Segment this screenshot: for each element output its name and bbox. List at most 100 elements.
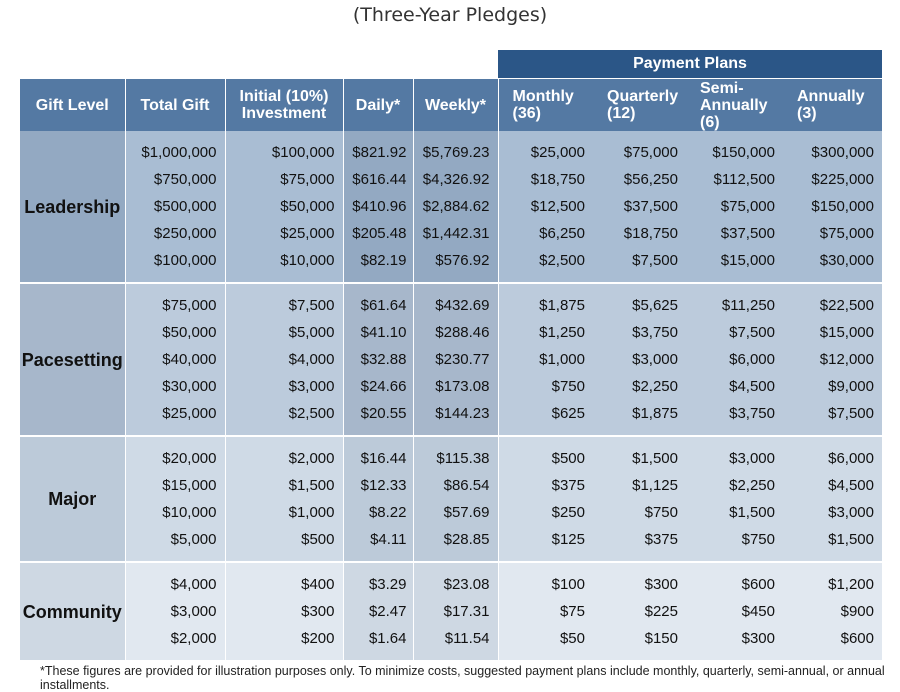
gift-level-label: Community xyxy=(20,563,126,660)
cell-daily: $82.19 xyxy=(343,247,414,274)
cell-initial-investment: $5,000 xyxy=(225,319,344,346)
cell-quarterly: $750 xyxy=(593,499,686,526)
cell-weekly: $1,442.31 xyxy=(413,220,499,247)
cell-annually: $4,500 xyxy=(783,472,882,499)
group-separator xyxy=(20,561,883,563)
cell-quarterly: $3,000 xyxy=(593,346,686,373)
cell-semi-annually: $2,250 xyxy=(686,472,783,499)
cell-semi-annually: $6,000 xyxy=(686,346,783,373)
pledge-table-body: Leadership $1,000,000 $100,000 $821.92 $5,76… xyxy=(20,131,883,660)
cell-daily: $2.47 xyxy=(343,598,414,625)
cell-total-gift: $40,000 xyxy=(125,346,226,373)
cell-weekly: $11.54 xyxy=(413,625,499,652)
col-header-initial-investment: Initial (10%) Investment xyxy=(225,79,344,131)
table-row: $250,000 $25,000 $205.48 $1,442.31 $6,250 $18… xyxy=(20,220,882,247)
cell-initial-investment: $75,000 xyxy=(225,166,344,193)
cell-annually: $30,000 xyxy=(783,247,882,274)
cell-weekly: $4,326.92 xyxy=(413,166,499,193)
cell-quarterly: $2,250 xyxy=(593,373,686,400)
cell-annually: $9,000 xyxy=(783,373,882,400)
col-header-semi-annually: Semi-Annually (6) xyxy=(686,79,783,131)
cell-monthly: $6,250 xyxy=(498,220,593,247)
cell-monthly: $25,000 xyxy=(498,139,593,166)
col-header-daily: Daily* xyxy=(343,79,414,131)
group-spacer xyxy=(20,427,882,435)
table-row: $20,000 $2,000 $16.44 $115.38 $500 $1,500 $3,0… xyxy=(20,445,882,472)
table-row: $15,000 $1,500 $12.33 $86.54 $375 $1,125 $2,25… xyxy=(20,472,882,499)
cell-semi-annually: $150,000 xyxy=(686,139,783,166)
cell-total-gift: $3,000 xyxy=(125,598,226,625)
cell-daily: $12.33 xyxy=(343,472,414,499)
table-row: $3,000 $300 $2.47 $17.31 $75 $225 $450 $900 xyxy=(20,598,882,625)
cell-monthly: $1,875 xyxy=(498,292,593,319)
cell-quarterly: $37,500 xyxy=(593,193,686,220)
table-row: $75,000 $7,500 $61.64 $432.69 $1,875 $5,625 $1… xyxy=(20,292,882,319)
table-row: $5,000 $500 $4.11 $28.85 $125 $375 $750 $1,500 xyxy=(20,526,882,553)
cell-initial-investment: $1,500 xyxy=(225,472,344,499)
cell-quarterly: $1,500 xyxy=(593,445,686,472)
cell-semi-annually: $600 xyxy=(686,571,783,598)
cell-initial-investment: $1,000 xyxy=(225,499,344,526)
cell-quarterly: $18,750 xyxy=(593,220,686,247)
cell-total-gift: $75,000 xyxy=(125,292,226,319)
group-spacer: Leadership xyxy=(20,131,882,282)
cell-initial-investment: $25,000 xyxy=(225,220,344,247)
cell-initial-investment: $100,000 xyxy=(225,139,344,166)
cell-annually: $900 xyxy=(783,598,882,625)
table-row: $25,000 $2,500 $20.55 $144.23 $625 $1,875 $3,7… xyxy=(20,400,882,427)
cell-initial-investment: $2,500 xyxy=(225,400,344,427)
cell-quarterly: $150 xyxy=(593,625,686,652)
table-row: $750,000 $75,000 $616.44 $4,326.92 $18,750 $5… xyxy=(20,166,882,193)
cell-monthly: $12,500 xyxy=(498,193,593,220)
header-row: Gift Level Total Gift Initial (10%) Inves… xyxy=(20,79,882,131)
cell-weekly: $432.69 xyxy=(413,292,499,319)
cell-initial-investment: $3,000 xyxy=(225,373,344,400)
cell-initial-investment: $4,000 xyxy=(225,346,344,373)
cell-annually: $1,200 xyxy=(783,571,882,598)
cell-semi-annually: $750 xyxy=(686,526,783,553)
cell-semi-annually: $4,500 xyxy=(686,373,783,400)
cell-quarterly: $225 xyxy=(593,598,686,625)
cell-monthly: $750 xyxy=(498,373,593,400)
cell-initial-investment: $400 xyxy=(225,571,344,598)
cell-initial-investment: $300 xyxy=(225,598,344,625)
cell-daily: $41.10 xyxy=(343,319,414,346)
cell-daily: $1.64 xyxy=(343,625,414,652)
cell-monthly: $250 xyxy=(498,499,593,526)
cell-semi-annually: $112,500 xyxy=(686,166,783,193)
group-spacer: Community xyxy=(20,563,882,660)
group-separator xyxy=(20,435,883,437)
cell-quarterly: $3,750 xyxy=(593,319,686,346)
cell-quarterly: $5,625 xyxy=(593,292,686,319)
cell-semi-annually: $450 xyxy=(686,598,783,625)
table-row: $100,000 $10,000 $82.19 $576.92 $2,500 $7,500… xyxy=(20,247,882,274)
cell-daily: $410.96 xyxy=(343,193,414,220)
cell-quarterly: $1,125 xyxy=(593,472,686,499)
cell-quarterly: $300 xyxy=(593,571,686,598)
cell-semi-annually: $15,000 xyxy=(686,247,783,274)
cell-annually: $3,000 xyxy=(783,499,882,526)
col-header-monthly: Monthly (36) xyxy=(498,79,593,131)
cell-daily: $821.92 xyxy=(343,139,414,166)
group-separator xyxy=(20,282,883,284)
cell-weekly: $144.23 xyxy=(413,400,499,427)
cell-quarterly: $75,000 xyxy=(593,139,686,166)
table-row: $1,000,000 $100,000 $821.92 $5,769.23 $25,00… xyxy=(20,139,882,166)
cell-semi-annually: $11,250 xyxy=(686,292,783,319)
gift-level-label: Pacesetting xyxy=(20,284,126,435)
cell-weekly: $86.54 xyxy=(413,472,499,499)
cell-total-gift: $750,000 xyxy=(125,166,226,193)
cell-total-gift: $20,000 xyxy=(125,445,226,472)
pledge-table: Gift Level Total Gift Initial (10%) Inves… xyxy=(20,79,883,660)
cell-total-gift: $4,000 xyxy=(125,571,226,598)
cell-quarterly: $7,500 xyxy=(593,247,686,274)
cell-total-gift: $50,000 xyxy=(125,319,226,346)
cell-semi-annually: $3,750 xyxy=(686,400,783,427)
cell-weekly: $115.38 xyxy=(413,445,499,472)
group-spacer xyxy=(20,652,882,660)
group-spacer xyxy=(20,274,882,282)
cell-annually: $75,000 xyxy=(783,220,882,247)
cell-annually: $6,000 xyxy=(783,445,882,472)
col-header-total-gift: Total Gift xyxy=(125,79,226,131)
